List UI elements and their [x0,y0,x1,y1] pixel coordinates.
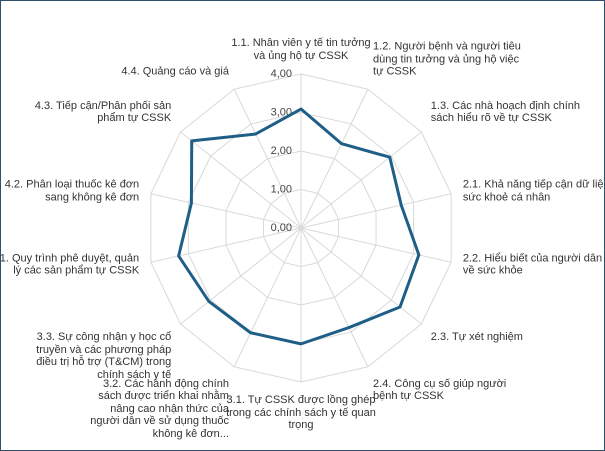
spoke [300,131,422,229]
axis-label: 3.2. Các hành động chính sách được triển… [90,377,229,440]
axis-label: 3.3. Sự công nhận y học cổ truyền và các… [36,331,172,381]
axis-label: 4.4. Quảng cáo và giá [121,65,229,78]
spoke [300,227,452,263]
axis-label: 1.2. Người bệnh và người tiêu dùng tin t… [373,40,521,78]
spoke [180,227,302,325]
r-tick-label: 0,00 [271,222,292,234]
axis-label: 1.3. Các nhà hoạch định chính sách hiểu … [430,99,581,125]
spoke [180,131,302,229]
data-line [177,107,421,346]
axis-label: 4.2. Phân loại thuốc kê đơn sang không k… [4,178,140,204]
spoke [150,227,302,263]
axis-label: 1.1. Nhân viên y tế tin tưởng và ủng hộ … [231,37,371,62]
spoke [300,227,422,325]
spoke [150,193,302,229]
r-tick-label: 2,00 [271,145,292,157]
axis-label: 4.1. Quy trình phê duyệt, quản lý các sả… [0,252,140,277]
axis-label: 4.3. Tiếp cận/Phân phối sản phẩm tự CSSK [34,99,172,125]
spoke [300,193,452,229]
r-tick-label: 4,00 [271,68,292,80]
spoke [300,89,369,229]
axis-label: 2.2. Hiểu biết của người dân về sức khỏe [462,252,603,277]
spoke [233,89,302,229]
r-tick-label: 1,00 [271,183,292,195]
axis-label: 2.3. Tự xét nghiệm [430,331,523,344]
spoke [233,227,302,367]
axis-label: 2.1. Khả năng tiếp cận dữ liệu sức khoẻ … [462,178,605,204]
axis-label: 3.1. Tự CSSK được lồng ghép trong các ch… [226,394,376,431]
axis-label: 2.4. Công cụ số giúp người bệnh tự CSSK [373,377,507,403]
spoke [300,227,369,367]
